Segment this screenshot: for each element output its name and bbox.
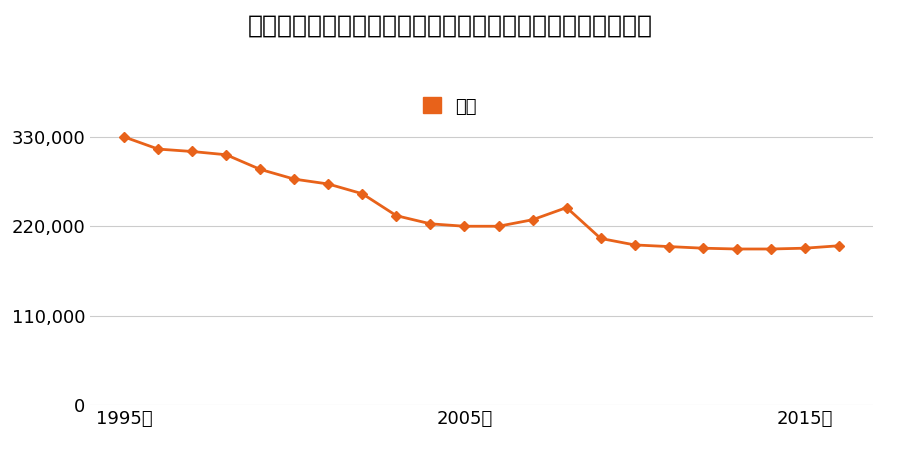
Legend: 価格: 価格 (416, 90, 484, 123)
Text: 神奈川県横浜市青葉区たちばな台１丁目５番１２の地価推移: 神奈川県横浜市青葉区たちばな台１丁目５番１２の地価推移 (248, 14, 652, 37)
